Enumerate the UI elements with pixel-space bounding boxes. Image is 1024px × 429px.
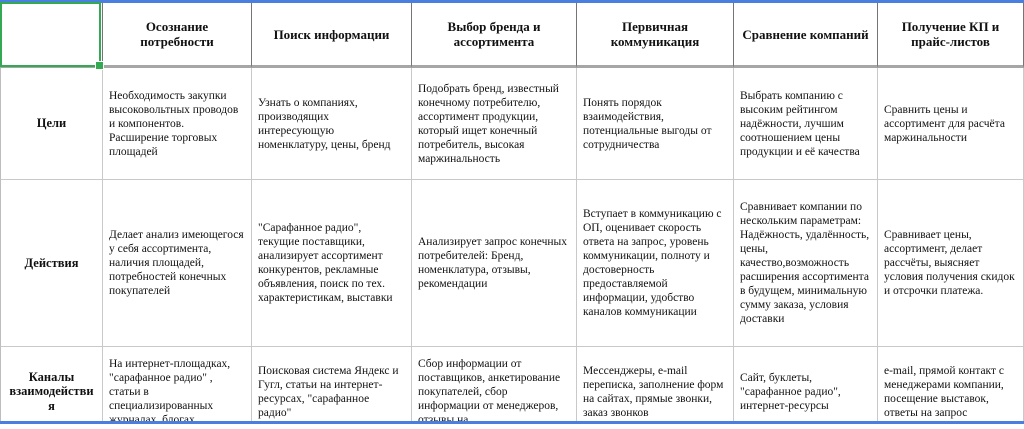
data-cell[interactable]: Подобрать бренд, известный конечному пот… xyxy=(412,68,577,180)
header-cell-awareness[interactable]: Осознание потребности xyxy=(103,3,252,68)
cell-text: e-mail, прямой контакт с менеджерами ком… xyxy=(884,364,1004,419)
header-cell-quote[interactable]: Получение КП и прайс-листов xyxy=(878,3,1024,68)
row-label-channels[interactable]: Каналы взаимодействия xyxy=(0,347,103,429)
data-cell[interactable]: Поисковая система Яндекс и Гугл, статьи … xyxy=(252,347,412,429)
cell-text: Выбрать компанию с высоким рейтингом над… xyxy=(740,89,860,158)
data-cell[interactable]: Понять порядок взаимодействия, потенциал… xyxy=(577,68,734,180)
header-cell-search[interactable]: Поиск информации xyxy=(252,3,412,68)
window-top-border xyxy=(0,0,1024,3)
cell-text: Сравнить цены и ассортимент для расчёта … xyxy=(884,103,1005,144)
data-cell[interactable]: Сравнивает компании по нескольким параме… xyxy=(734,180,878,347)
cell-text: Сбор информации от поставщиков, анкетиро… xyxy=(418,357,561,426)
row-label-actions[interactable]: Действия xyxy=(0,180,103,347)
cell-text: Поисковая система Яндекс и Гугл, статьи … xyxy=(258,364,399,419)
cell-text: На интернет-площадках, "сарафанное радио… xyxy=(109,357,231,426)
data-cell[interactable]: На интернет-площадках, "сарафанное радио… xyxy=(103,347,252,429)
cell-text: Мессенджеры, e-mail переписка, заполнени… xyxy=(583,364,724,419)
data-cell[interactable]: Сравнивает цены, ассортимент, делает рас… xyxy=(878,180,1024,347)
header-cell-first-contact[interactable]: Первичная коммуникация xyxy=(577,3,734,68)
cell-text: Вступает в коммуникацию с ОП, оценивает … xyxy=(583,208,722,318)
data-cell[interactable]: Сбор информации от поставщиков, анкетиро… xyxy=(412,347,577,429)
cell-text: Сравнивает компании по нескольким параме… xyxy=(740,201,870,325)
cell-text: "Сарафанное радио", текущие поставщики, … xyxy=(258,222,393,304)
cell-text: Узнать о компаниях, производящих интерес… xyxy=(258,96,391,151)
data-cell[interactable]: Необходимость закупки высоковольтных про… xyxy=(103,68,252,180)
data-cell[interactable]: Сайт, буклеты, "сарафанное радио", интер… xyxy=(734,347,878,429)
cell-text: Понять порядок взаимодействия, потенциал… xyxy=(583,96,712,151)
data-cell[interactable]: Выбрать компанию с высоким рейтингом над… xyxy=(734,68,878,180)
data-cell[interactable]: "Сарафанное радио", текущие поставщики, … xyxy=(252,180,412,347)
data-cell[interactable]: Делает анализ имеющегося у себя ассортим… xyxy=(103,180,252,347)
data-cell[interactable]: Мессенджеры, e-mail переписка, заполнени… xyxy=(577,347,734,429)
cell-text: Сайт, буклеты, "сарафанное радио", интер… xyxy=(740,371,841,412)
cell-text: Подобрать бренд, известный конечному пот… xyxy=(418,82,559,165)
cell-text: Необходимость закупки высоковольтных про… xyxy=(109,89,239,158)
data-cell[interactable]: Вступает в коммуникацию с ОП, оценивает … xyxy=(577,180,734,347)
data-cell[interactable]: Узнать о компаниях, производящих интерес… xyxy=(252,68,412,180)
cell-text: Сравнивает цены, ассортимент, делает рас… xyxy=(884,229,1015,297)
data-cell[interactable]: Сравнить цены и ассортимент для расчёта … xyxy=(878,68,1024,180)
cell-text: Делает анализ имеющегося у себя ассортим… xyxy=(109,229,244,297)
fill-handle[interactable] xyxy=(95,61,104,70)
window-bottom-border xyxy=(0,421,1024,424)
header-cell-compare[interactable]: Сравнение компаний xyxy=(734,3,878,68)
journey-map-table: Осознание потребности Поиск информации В… xyxy=(0,3,1024,429)
cell-text: Анализирует запрос конечных потребителей… xyxy=(418,236,568,290)
viewport-bottom-mask xyxy=(0,424,1024,429)
row-label-goals[interactable]: Цели xyxy=(0,68,103,180)
header-cell-brand-choice[interactable]: Выбор бренда и ассортимента xyxy=(412,3,577,68)
corner-cell[interactable] xyxy=(0,3,103,68)
data-cell[interactable]: e-mail, прямой контакт с менеджерами ком… xyxy=(878,347,1024,429)
data-cell[interactable]: Анализирует запрос конечных потребителей… xyxy=(412,180,577,347)
